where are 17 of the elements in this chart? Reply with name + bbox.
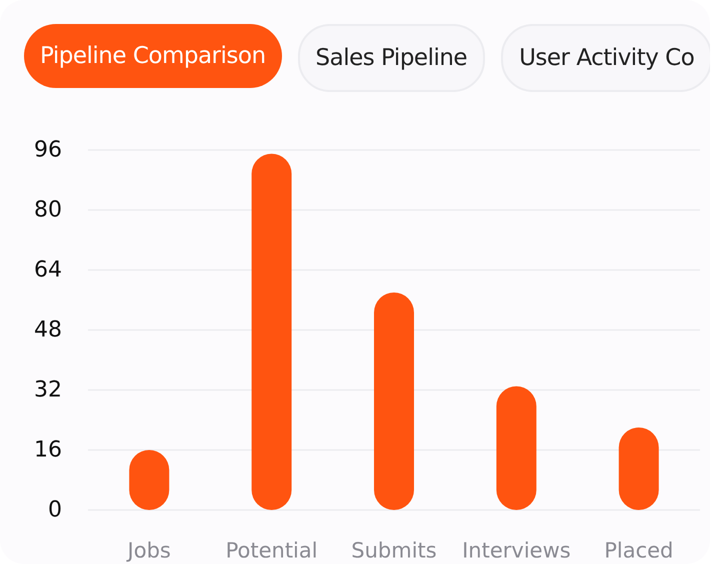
y-tick-label: 80 [34,198,62,222]
y-tick-label: 64 [34,258,62,282]
x-tick-label: Interviews [462,538,571,562]
text: User Activity Co [501,24,712,92]
y-tick-label: 96 [34,138,62,162]
text: Pipeline Comparison [24,24,282,88]
x-tick-label: Submits [351,538,437,562]
y-tick-label: 16 [34,438,62,462]
bar [374,292,414,510]
x-tick-label: Jobs [126,538,171,562]
x-tick-label: Placed [604,538,674,562]
x-tick-label: Potential [226,538,318,562]
bar [252,154,292,510]
y-tick-label: 32 [34,378,62,402]
y-tick-label: 48 [34,318,62,342]
text: Sales Pipeline [298,24,486,92]
y-tick-label: 0 [48,498,62,522]
